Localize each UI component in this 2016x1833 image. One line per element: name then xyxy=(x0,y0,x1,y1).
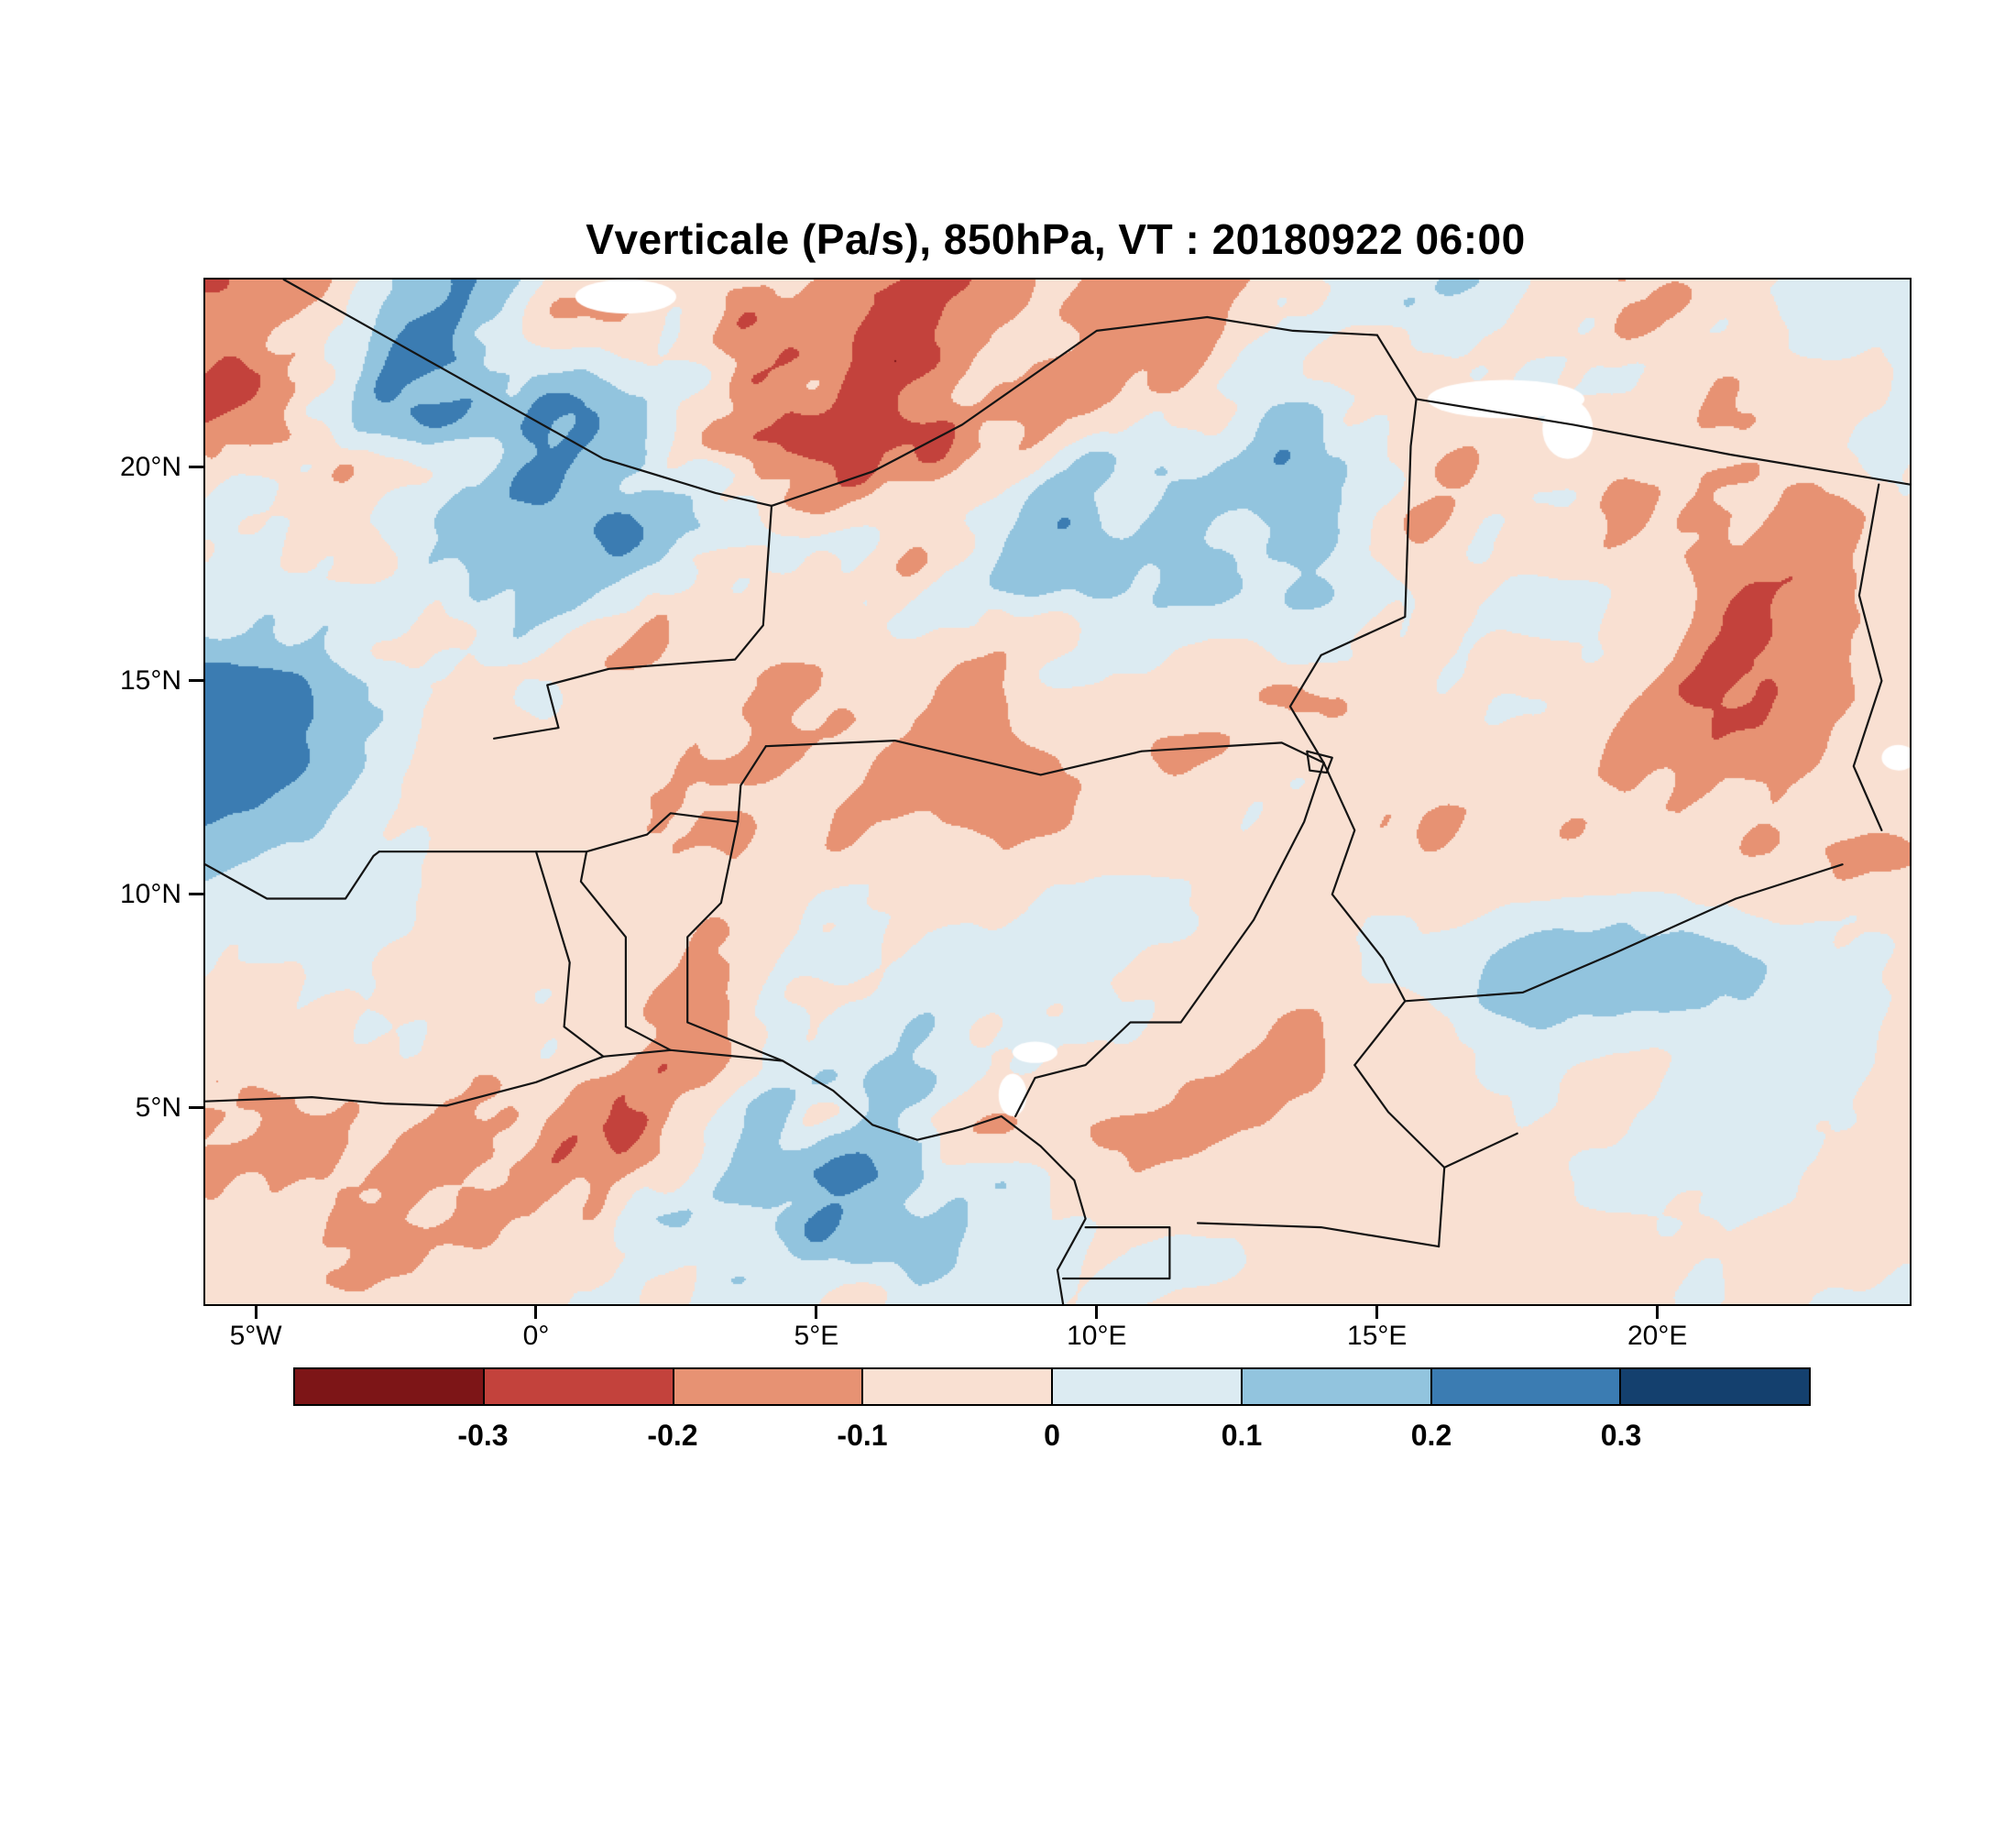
country-border xyxy=(764,740,1325,776)
vertical-velocity-field-canvas xyxy=(205,280,1910,1304)
coastline xyxy=(205,1048,1087,1304)
colorbar-tick-label: -0.1 xyxy=(837,1419,888,1452)
lon-tick-mark xyxy=(534,1304,538,1319)
lat-tick-mark xyxy=(189,893,205,896)
country-border xyxy=(1404,863,1844,1003)
colorbar-segment xyxy=(672,1369,862,1404)
lon-tick-label: 0° xyxy=(522,1321,550,1351)
country-border xyxy=(1353,1063,1446,1169)
colorbar: -0.3 -0.2 -0.1 0 0.1 0.2 0.3 xyxy=(293,1367,1811,1477)
figure-title: Vverticale (Pa/s), 850hPa, VT : 20180922… xyxy=(586,215,1526,263)
country-border xyxy=(1437,1132,1518,1248)
colorbar-tick-label: 0.3 xyxy=(1600,1419,1642,1452)
country-border xyxy=(205,851,380,900)
lon-tick-label: 5°W xyxy=(229,1321,282,1351)
lon-tick-mark xyxy=(1095,1304,1099,1319)
colorbar-tick-label: -0.2 xyxy=(647,1419,698,1452)
colorbar-segment xyxy=(482,1369,673,1404)
lon-tick-label: 10°E xyxy=(1067,1321,1127,1351)
colorbar-tick-label: 0 xyxy=(1044,1419,1060,1452)
lat-tick-label: 5°N xyxy=(135,1092,181,1123)
country-border xyxy=(1013,762,1325,1118)
lat-tick-mark xyxy=(189,679,205,683)
colorbar-tick-label: -0.3 xyxy=(457,1419,509,1452)
country-border xyxy=(1322,762,1407,1067)
colorbar-segment xyxy=(1430,1369,1620,1404)
map-plot: 5°N 10°N 15°N 20°N 5°W 0° 5°E 10°E 15°E 20°E xyxy=(120,278,1912,1351)
lon-tick-mark xyxy=(815,1304,818,1319)
country-border xyxy=(686,820,784,1062)
lat-tick-label: 20°N xyxy=(119,451,181,482)
country-border xyxy=(1375,334,1910,486)
lat-tick-label: 10°N xyxy=(119,878,181,909)
colorbar-tick-label: 0.1 xyxy=(1221,1419,1263,1452)
lon-tick-label: 5°E xyxy=(794,1321,839,1351)
lon-tick-mark xyxy=(1656,1304,1660,1319)
country-border xyxy=(770,315,1378,507)
country-border xyxy=(1061,1225,1171,1280)
lat-tick-mark xyxy=(189,1106,205,1110)
country-border xyxy=(534,851,605,1058)
lat-tick-mark xyxy=(189,466,205,469)
country-border xyxy=(378,745,767,853)
country-border xyxy=(493,504,773,740)
colorbar-segment xyxy=(1051,1369,1241,1404)
country-border xyxy=(282,280,773,507)
colorbar-tick-label: 0.2 xyxy=(1410,1419,1452,1452)
colorbar-segment xyxy=(295,1369,483,1404)
country-border xyxy=(1852,483,1883,832)
country-border xyxy=(1196,1222,1441,1248)
colorbar-segment xyxy=(1619,1369,1809,1404)
colorbar-segment xyxy=(861,1369,1051,1404)
lon-tick-mark xyxy=(1375,1304,1379,1319)
country-border xyxy=(579,851,672,1051)
colorbar-segment xyxy=(1240,1369,1430,1404)
lon-tick-label: 20°E xyxy=(1627,1321,1688,1351)
lon-tick-label: 15°E xyxy=(1347,1321,1408,1351)
lon-tick-mark xyxy=(254,1304,257,1319)
lake-outline xyxy=(1306,750,1333,774)
country-borders-overlay xyxy=(205,280,1910,1304)
colorbar-strip xyxy=(293,1367,1811,1406)
country-border xyxy=(1288,398,1418,764)
lat-tick-label: 15°N xyxy=(119,664,181,696)
